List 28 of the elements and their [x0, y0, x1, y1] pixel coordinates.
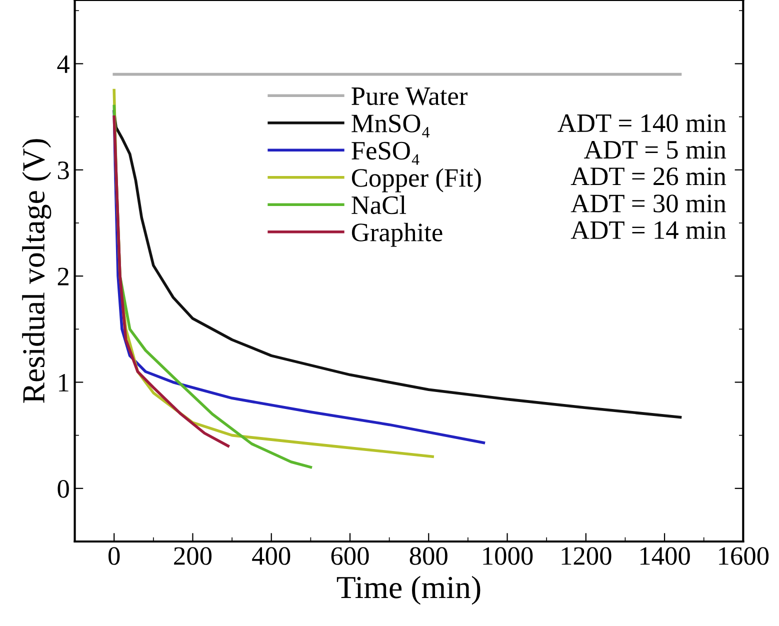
x-tick-label: 1400: [640, 547, 690, 565]
legend-label: FeSO₄: [352, 142, 420, 165]
x-tick-label: 400: [252, 547, 290, 565]
y-tick-label: 2: [58, 268, 68, 286]
annotation: ADT = 140 min: [558, 114, 726, 132]
x-tick-label: 0: [108, 547, 120, 565]
line-series: [112, 115, 230, 448]
y-tick-label: 3: [58, 162, 69, 180]
x-tick-label: 1600: [719, 547, 769, 565]
annotation: ADT = 26 min: [570, 168, 726, 186]
annotation: ADT = 30 min: [570, 194, 726, 212]
legend-label: Pure Water: [352, 88, 468, 106]
x-tick-label: 600: [331, 547, 369, 565]
x-tick-label: 1200: [562, 547, 612, 565]
y-axis-title: Residual voltage (V): [22, 139, 52, 403]
legend-label: MnSO₄: [352, 114, 430, 138]
annotation: ADT = 14 min: [570, 221, 726, 239]
annotation: ADT = 5 min: [584, 140, 726, 159]
legend-label: Copper (Fit): [352, 168, 481, 192]
x-tick-label: 200: [174, 547, 212, 565]
legend-label: NaCl: [352, 196, 406, 214]
x-tick-label: 800: [410, 547, 448, 565]
y-tick-label: 0: [58, 480, 69, 498]
legend-label: Graphite: [352, 222, 442, 247]
x-tick-label: 1000: [483, 547, 533, 565]
y-tick-label: 1: [59, 374, 68, 392]
x-axis-title: Time (min): [336, 576, 480, 605]
y-tick-label: 4: [57, 55, 70, 73]
